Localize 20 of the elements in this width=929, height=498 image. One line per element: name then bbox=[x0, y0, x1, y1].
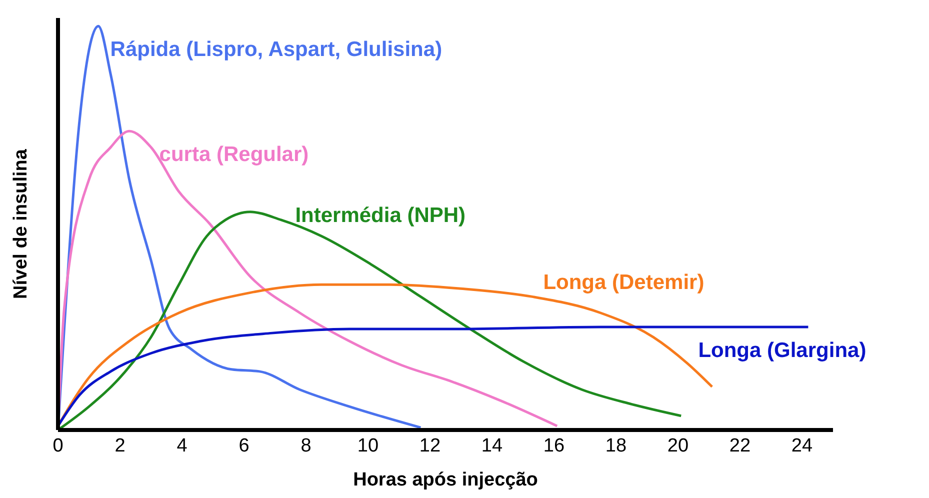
x-tick-label: 4 bbox=[176, 435, 188, 456]
series-label: Intermédia (NPH) bbox=[295, 204, 466, 227]
x-tick-label: 16 bbox=[543, 435, 565, 456]
x-tick-label: 20 bbox=[667, 435, 689, 456]
x-tick-label: 0 bbox=[52, 435, 64, 456]
x-tick-label: 10 bbox=[357, 435, 379, 456]
series-label: Rápida (Lispro, Aspart, Glulisina) bbox=[110, 38, 442, 62]
series-label: Longa (Detemir) bbox=[543, 271, 704, 294]
x-tick-label: 18 bbox=[605, 435, 627, 456]
x-tick-label: 8 bbox=[300, 435, 312, 456]
x-tick-label: 22 bbox=[729, 435, 751, 456]
x-tick-label: 2 bbox=[114, 435, 126, 456]
x-tick-label: 12 bbox=[419, 435, 441, 456]
series-label: curta (Regular) bbox=[159, 143, 309, 166]
x-tick-label: 24 bbox=[791, 435, 813, 456]
x-tick-label: 14 bbox=[481, 435, 503, 456]
series-label: Longa (Glargina) bbox=[698, 339, 866, 362]
x-axis-title: Horas após injecção bbox=[353, 469, 538, 490]
y-axis-title: Nível de insulina bbox=[10, 148, 32, 299]
x-tick-label: 6 bbox=[238, 435, 250, 456]
